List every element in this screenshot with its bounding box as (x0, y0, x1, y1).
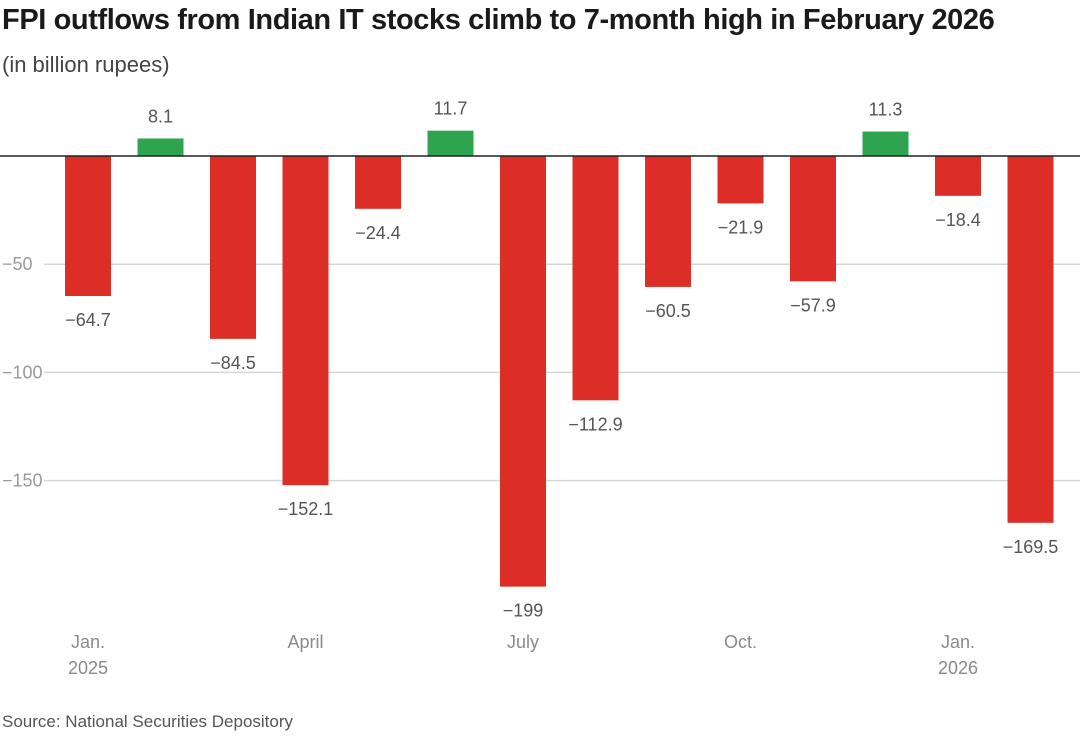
data-label: −112.9 (568, 414, 622, 434)
chart-subtitle: (in billion rupees) (2, 52, 170, 77)
bar (572, 156, 619, 401)
bar (282, 156, 329, 486)
x-tick-label: Jan. (71, 632, 105, 652)
data-label: −199 (503, 601, 544, 621)
bar (645, 156, 691, 287)
grid-lines (44, 263, 1080, 482)
data-label: −152.1 (278, 499, 334, 519)
bar (862, 131, 909, 156)
data-label: −24.4 (355, 223, 401, 243)
x-tick-label: 2025 (68, 658, 108, 678)
data-label: −18.4 (935, 210, 981, 230)
y-axis-ticks: −50 −100 −150 (2, 254, 43, 490)
y-tick-label: −150 (2, 471, 43, 491)
source-note: Source: National Securities Depository (2, 712, 294, 731)
x-tick-label: April (287, 632, 323, 652)
data-label: −64.7 (65, 310, 111, 330)
data-label: −60.5 (645, 301, 691, 321)
bar (355, 156, 401, 209)
data-label: −21.9 (718, 217, 764, 237)
x-tick-label: July (507, 632, 539, 652)
data-label: −57.9 (790, 295, 836, 315)
bar (717, 156, 764, 204)
bars (65, 130, 1054, 587)
bar (1007, 156, 1054, 523)
data-label: 8.1 (148, 106, 173, 126)
chart-title: FPI outflows from Indian IT stocks climb… (2, 4, 995, 36)
data-label: 11.7 (434, 99, 468, 119)
bar (427, 130, 474, 156)
bar (137, 138, 184, 156)
data-label: −169.5 (1003, 537, 1059, 557)
y-tick-label: −100 (2, 362, 43, 382)
x-tick-label: Jan. (941, 632, 975, 652)
bar (935, 156, 981, 196)
x-axis-ticks: Jan. 2025 April July Oct. Jan. 2026 (68, 632, 978, 678)
data-labels: −64.7 8.1 −84.5 −152.1 −24.4 11.7 −199 −112.9 −6… (65, 99, 1058, 621)
bar (500, 156, 546, 587)
x-tick-label: Oct. (724, 632, 757, 652)
bar (65, 156, 111, 297)
bar (210, 156, 256, 339)
y-tick-label: −50 (2, 254, 33, 274)
data-label: 11.3 (869, 100, 903, 120)
x-tick-label: 2026 (938, 658, 978, 678)
bar (790, 156, 836, 282)
data-label: −84.5 (210, 353, 256, 373)
bar-chart: −50 −100 −150 −64.7 8.1 −84.5 −152.1 −24.4 11.7… (0, 99, 1080, 678)
